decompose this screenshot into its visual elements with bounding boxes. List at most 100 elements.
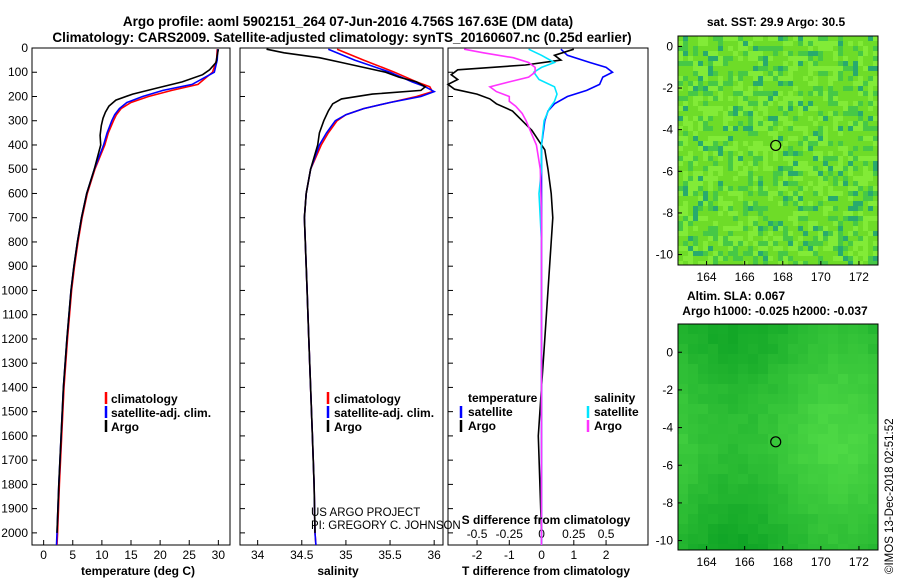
map-cell [823, 71, 828, 76]
map-cell [678, 136, 683, 141]
map-cell [823, 216, 828, 221]
map-cell [678, 524, 688, 534]
map-cell [738, 71, 743, 76]
map-cell [778, 81, 783, 86]
map-cell [688, 454, 698, 464]
map-cell [803, 71, 808, 76]
map-cell [718, 131, 723, 136]
map-cell [838, 176, 843, 181]
map-cell [853, 181, 858, 186]
map-cell [743, 71, 748, 76]
map-cell [758, 146, 763, 151]
map-cell [798, 454, 808, 464]
map-cell [763, 221, 768, 226]
map-cell [698, 404, 708, 414]
map-cell [823, 91, 828, 96]
map-y-tick-label: 0 [666, 345, 673, 359]
map-cell [873, 196, 878, 201]
map-cell [843, 71, 848, 76]
map-cell [743, 66, 748, 71]
map-cell [828, 191, 833, 196]
map-cell [708, 211, 713, 216]
map-cell [708, 414, 718, 424]
map-cell [868, 256, 873, 261]
map-cell [858, 364, 868, 374]
map-cell [748, 191, 753, 196]
map-cell [823, 181, 828, 186]
map-cell [778, 116, 783, 121]
map-cell [718, 424, 728, 434]
map-cell [753, 256, 758, 261]
map-cell [723, 36, 728, 41]
series-line-salinity-satellite [528, 48, 558, 545]
map-cell [788, 404, 798, 414]
map-cell [723, 96, 728, 101]
map-cell [813, 56, 818, 61]
map-cell [858, 71, 863, 76]
map-cell [828, 81, 833, 86]
map-cell [698, 241, 703, 246]
map-cell [758, 161, 763, 166]
map-cell [858, 41, 863, 46]
x-tick-label: 20 [153, 548, 167, 562]
x-tick-label: 0 [538, 548, 545, 562]
map-cell [738, 216, 743, 221]
map-cell [788, 196, 793, 201]
map-cell [848, 151, 853, 156]
imos-timestamp: ©IMOS 13-Dec-2018 02:51:52 [884, 418, 896, 574]
map-cell [813, 216, 818, 221]
map-cell [718, 344, 728, 354]
map-cell [748, 161, 753, 166]
map-cell [703, 51, 708, 56]
x-tick-label: 35.5 [378, 548, 402, 562]
map-cell [823, 151, 828, 156]
map-cell [873, 136, 878, 141]
map-cell [828, 324, 838, 334]
map-cell [768, 514, 778, 524]
map-cell [808, 176, 813, 181]
map-cell [823, 256, 828, 261]
map-cell [743, 246, 748, 251]
map-cell [713, 136, 718, 141]
map-cell [678, 61, 683, 66]
map-cell [713, 111, 718, 116]
map-y-tick-label: -4 [662, 421, 673, 435]
map-cell [818, 201, 823, 206]
x-tick-label: -1 [504, 548, 515, 562]
map-cell [828, 151, 833, 156]
map-cell [748, 404, 758, 414]
map-cell [793, 256, 798, 261]
map-cell [678, 141, 683, 146]
map-cell [753, 101, 758, 106]
map-cell [838, 344, 848, 354]
map-cell [758, 191, 763, 196]
map-cell [698, 544, 708, 550]
map-cell [768, 434, 778, 444]
map-cell [693, 236, 698, 241]
map-cell [858, 151, 863, 156]
map-cell [783, 46, 788, 51]
map-cell [823, 211, 828, 216]
map-cell [833, 216, 838, 221]
map-cell [798, 206, 803, 211]
map-cell [738, 324, 748, 334]
map-cell [808, 166, 813, 171]
map-cell [728, 434, 738, 444]
map-cell [863, 131, 868, 136]
map-cell [703, 221, 708, 226]
map-cell [828, 121, 833, 126]
map-cell [758, 251, 763, 256]
map-cell [763, 256, 768, 261]
map-cell [813, 261, 818, 265]
map-cell [688, 544, 698, 550]
map-cell [788, 201, 793, 206]
map-cell [713, 146, 718, 151]
map-cell [808, 126, 813, 131]
map-cell [803, 66, 808, 71]
map-cell [858, 161, 863, 166]
map-cell [818, 534, 828, 544]
map-cell [838, 221, 843, 226]
map-cell [768, 246, 773, 251]
map-cell [713, 246, 718, 251]
